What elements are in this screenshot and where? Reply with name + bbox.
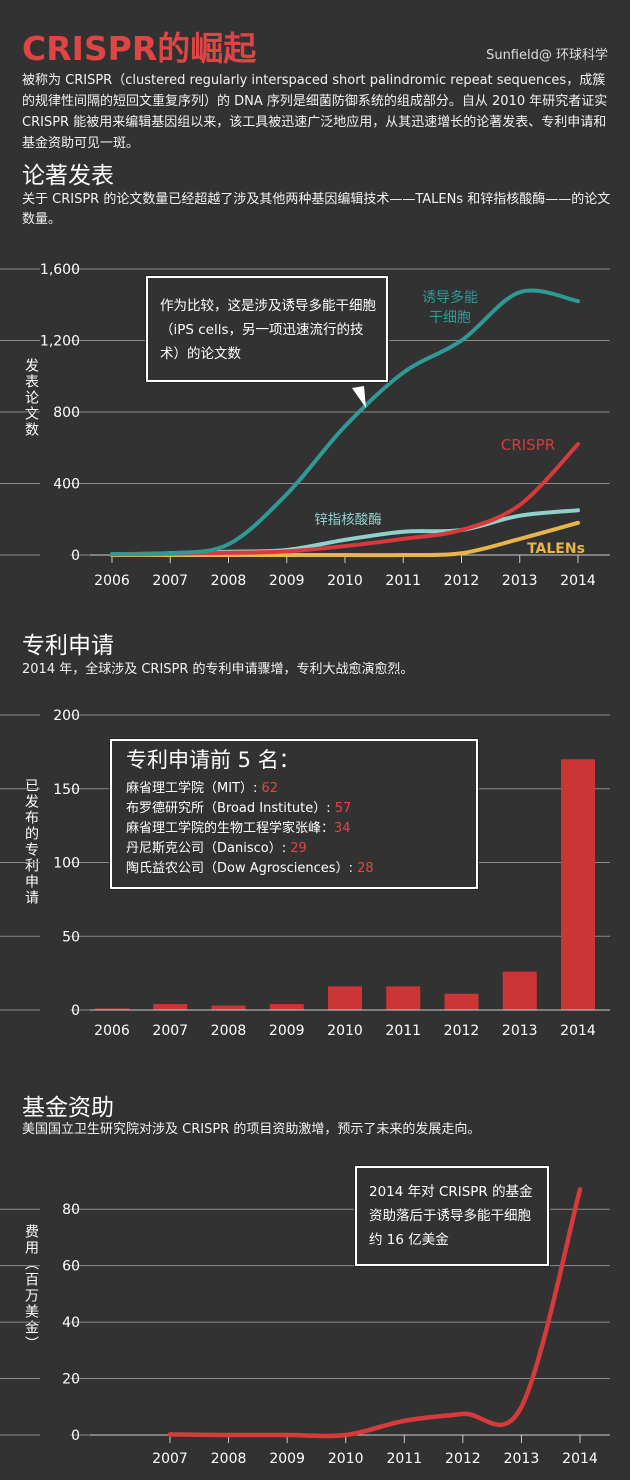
x-tick-label: 2007 — [152, 1023, 188, 1039]
papers-ylabel-text: 发表论文数 — [23, 358, 39, 438]
bar — [211, 1005, 246, 1010]
y-tick-label: 0 — [71, 1003, 80, 1019]
top5-row: 麻省理工学院的生物工程学家张峰：34 — [126, 819, 466, 839]
y-tick-label: 0 — [71, 548, 80, 564]
bar — [95, 1008, 129, 1010]
bar — [269, 1004, 304, 1010]
papers-section-desc: 关于 CRISPR 的论文数量已经超越了涉及其他两种基因编辑技术——TALENs… — [22, 192, 611, 227]
x-tick-label: 2009 — [269, 1023, 305, 1039]
x-tick-label: 2013 — [504, 1451, 540, 1467]
papers-section-title: 论著发表 — [22, 163, 114, 189]
patents-section-desc: 2014 年，全球涉及 CRISPR 的专利申请骤增，专利大战愈演愈烈。 — [22, 662, 414, 677]
y-tick-label: 100 — [53, 856, 80, 872]
papers-y-axis-label: 发表论文数 — [20, 358, 40, 445]
funding-section-title: 基金资助 — [22, 1095, 114, 1121]
x-tick-label: 2007 — [152, 573, 188, 589]
x-tick-label: 2009 — [269, 573, 305, 589]
bar — [328, 986, 362, 1010]
x-tick-label: 2012 — [444, 1023, 480, 1039]
top5-list: 麻省理工学院（MIT）: 62 布罗德研究所（Broad Institute）: … — [126, 779, 466, 879]
y-tick-label: 1,600 — [40, 262, 80, 278]
series-line-ips — [110, 288, 580, 557]
y-tick-label: 1,200 — [40, 334, 80, 350]
x-tick-label: 2013 — [502, 573, 538, 589]
top5-value: 62 — [261, 781, 279, 796]
y-tick-label: 80 — [62, 1202, 80, 1218]
y-tick-label: 60 — [62, 1259, 80, 1275]
y-tick-label: 800 — [53, 405, 80, 421]
x-tick-label: 2010 — [327, 1023, 363, 1039]
x-tick-label: 2012 — [444, 573, 480, 589]
top5-patents-box: 专利申请前 5 名： 麻省理工学院（MIT）: 62 布罗德研究所（Broad I… — [110, 739, 478, 889]
top5-value: 57 — [334, 801, 352, 816]
x-tick-label: 2009 — [269, 1451, 305, 1467]
top5-row: 陶氏益农公司（Dow Agrosciences）: 28 — [126, 859, 466, 879]
series-label-ips: 诱导多能 — [422, 289, 478, 306]
x-tick-label: 2008 — [211, 573, 247, 589]
patents-bar-chart: 0 50 100 150 200 2006 2007 2008 2009 2010 2011 2012… — [0, 708, 610, 1039]
y-tick-label: 40 — [62, 1315, 80, 1331]
series-label-ips: 干细胞 — [429, 310, 471, 326]
page-title: CRISPR的崛起 — [22, 29, 257, 68]
series-label-zinc: 锌指核酸酶 — [314, 512, 382, 528]
y-tick-label: 20 — [62, 1372, 80, 1388]
top5-row: 麻省理工学院（MIT）: 62 — [126, 779, 466, 799]
funding-y-axis-label: 费用（百万美金） — [20, 1224, 40, 1359]
top5-value: 34 — [334, 821, 351, 836]
x-tick-label: 2010 — [327, 573, 363, 589]
y-tick-label: 50 — [62, 929, 80, 945]
top5-name: 麻省理工学院（MIT）: — [126, 781, 262, 796]
top5-value: 29 — [290, 841, 307, 856]
x-tick-label: 2012 — [445, 1451, 481, 1467]
x-tick-label: 2013 — [502, 1023, 538, 1039]
funding-callout-text: 2014 年对 CRISPR 的基金资助落后于诱导多能干细胞约 16 亿美金 — [369, 1184, 533, 1248]
top5-row: 丹尼斯克公司（Danisco）: 29 — [126, 839, 466, 859]
papers-line-chart: 0 400 800 1,200 1,600 2006 2007 2008 2009 2010 201… — [0, 262, 610, 589]
series-line-crispr — [110, 442, 580, 557]
credit-text: Sunfield@ 环球科学 — [486, 48, 608, 63]
funding-section-desc: 美国国立卫生研究院对涉及 CRISPR 的项目资助激增，预示了未来的发展走向。 — [22, 1122, 481, 1137]
x-tick-label: 2011 — [385, 573, 421, 589]
x-tick-label: 2008 — [211, 1451, 247, 1467]
patents-ylabel-text: 已发布的专利申请 — [23, 778, 39, 906]
x-tick-label: 2007 — [152, 1451, 188, 1467]
bar — [561, 759, 595, 1010]
bar — [153, 1004, 188, 1010]
ips-callout-text: 作为比较，这是涉及诱导多能干细胞（iPS cells，另一项迅速流行的技术）的论… — [160, 298, 376, 362]
top5-row: 布罗德研究所（Broad Institute）: 57 — [126, 799, 466, 819]
top5-title: 专利申请前 5 名： — [126, 748, 300, 772]
patents-section-title: 专利申请 — [22, 633, 114, 659]
series-label-crispr: CRISPR — [501, 436, 555, 454]
funding-ylabel-text: 费用（百万美金） — [23, 1224, 39, 1352]
x-tick-label: 2014 — [560, 573, 596, 589]
bar — [502, 971, 537, 1010]
x-tick-label: 2008 — [211, 1023, 247, 1039]
x-tick-label: 2014 — [560, 1023, 596, 1039]
funding-line-crispr — [167, 1187, 583, 1439]
y-tick-label: 200 — [53, 708, 80, 724]
top5-value: 28 — [357, 861, 374, 876]
x-tick-label: 2014 — [562, 1451, 598, 1467]
bar — [444, 993, 479, 1010]
patents-y-axis-label: 已发布的专利申请 — [20, 778, 40, 913]
intro-paragraph: 被称为 CRISPR（clustered regularly interspac… — [22, 73, 608, 151]
x-tick-label: 2011 — [386, 1451, 422, 1467]
top5-name: 麻省理工学院的生物工程学家张峰： — [126, 821, 335, 836]
y-tick-label: 0 — [71, 1428, 80, 1444]
y-tick-label: 150 — [53, 782, 80, 798]
funding-callout-box: 2014 年对 CRISPR 的基金资助落后于诱导多能干细胞约 16 亿美金 — [355, 1166, 549, 1266]
top5-name: 丹尼斯克公司（Danisco）: — [126, 841, 291, 856]
x-tick-label: 2006 — [94, 573, 130, 589]
y-tick-label: 400 — [53, 477, 80, 493]
x-tick-label: 2011 — [385, 1023, 421, 1039]
x-tick-label: 2006 — [94, 1023, 130, 1039]
bar — [386, 986, 421, 1010]
series-label-talens: TALENs — [527, 541, 585, 557]
top5-name: 布罗德研究所（Broad Institute）: — [126, 801, 335, 816]
ips-callout-box: 作为比较，这是涉及诱导多能干细胞（iPS cells，另一项迅速流行的技术）的论… — [146, 276, 388, 382]
top5-name: 陶氏益农公司（Dow Agrosciences）: — [126, 861, 358, 876]
callout-pointer — [352, 386, 366, 408]
x-tick-label: 2010 — [328, 1451, 364, 1467]
